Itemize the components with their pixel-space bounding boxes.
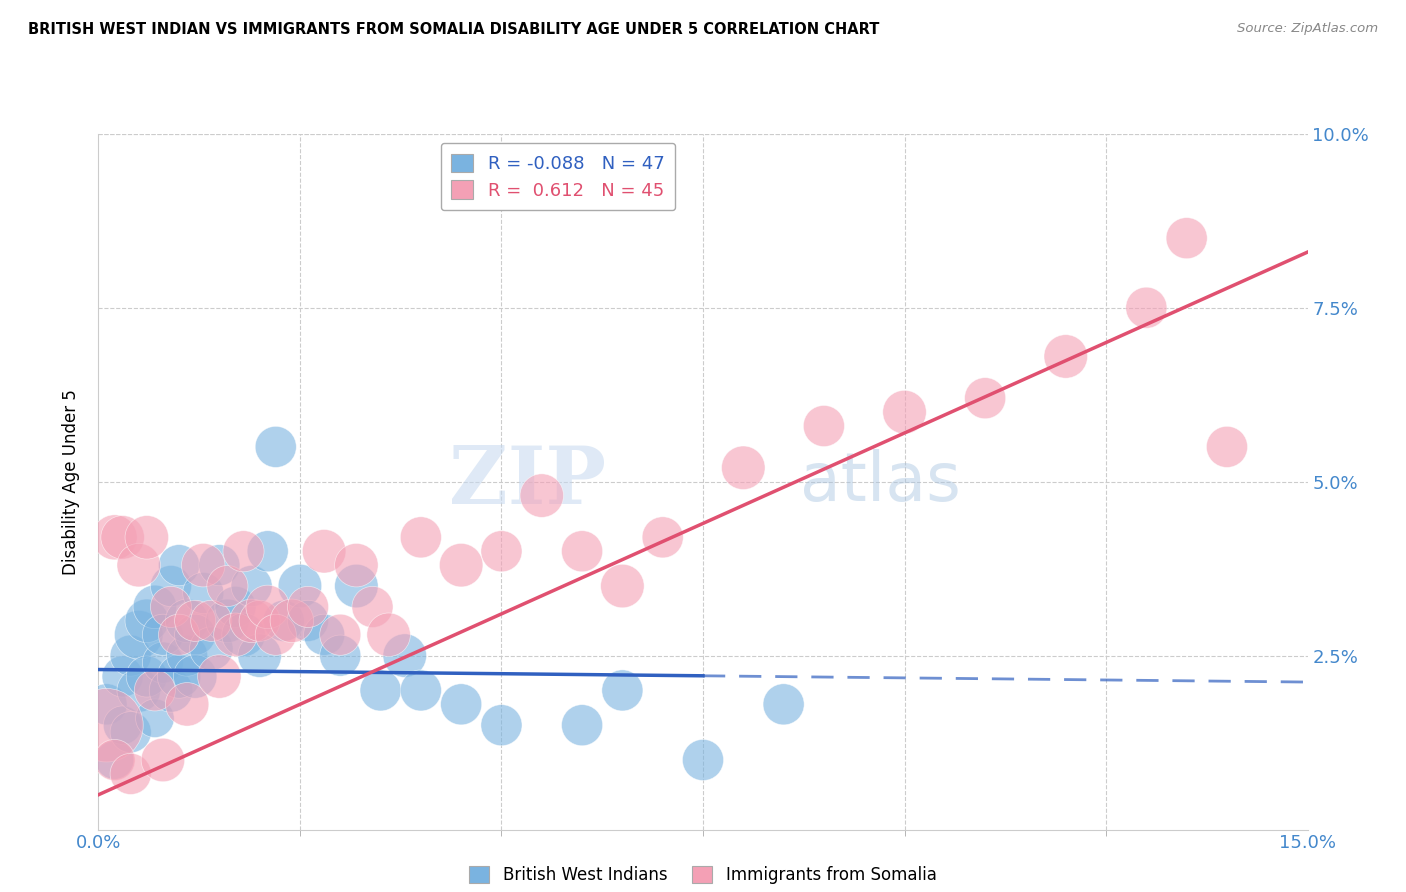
Y-axis label: Disability Age Under 5: Disability Age Under 5 <box>62 389 80 574</box>
Point <box>1175 231 1198 245</box>
Point <box>120 725 142 739</box>
Point <box>344 558 367 573</box>
Point <box>200 641 222 656</box>
Text: Source: ZipAtlas.com: Source: ZipAtlas.com <box>1237 22 1378 36</box>
Point <box>160 599 183 614</box>
Point <box>184 628 207 642</box>
Text: ZIP: ZIP <box>450 442 606 521</box>
Point <box>394 648 416 663</box>
Point <box>120 767 142 781</box>
Point <box>111 530 134 544</box>
Point <box>264 440 287 454</box>
Point <box>314 628 336 642</box>
Point <box>256 599 278 614</box>
Point <box>329 628 352 642</box>
Point <box>530 489 553 503</box>
Point <box>128 683 150 698</box>
Point <box>450 558 472 573</box>
Point <box>733 460 755 475</box>
Point <box>135 669 157 683</box>
Point <box>651 530 673 544</box>
Point <box>409 683 432 698</box>
Point <box>184 614 207 628</box>
Point <box>974 391 997 405</box>
Point <box>240 579 263 593</box>
Point <box>612 683 634 698</box>
Point <box>152 628 174 642</box>
Point <box>893 405 915 419</box>
Point <box>772 698 794 712</box>
Point <box>143 683 166 698</box>
Point <box>240 614 263 628</box>
Point <box>103 753 125 767</box>
Point <box>297 614 319 628</box>
Point <box>167 558 190 573</box>
Point <box>377 628 399 642</box>
Point <box>200 614 222 628</box>
Point <box>111 718 134 732</box>
Point <box>120 648 142 663</box>
Point <box>176 614 198 628</box>
Point <box>143 599 166 614</box>
Point <box>249 648 271 663</box>
Point <box>128 628 150 642</box>
Point <box>224 599 246 614</box>
Point <box>111 669 134 683</box>
Point <box>193 586 215 600</box>
Point <box>217 614 239 628</box>
Point <box>1135 301 1157 315</box>
Point <box>152 753 174 767</box>
Point <box>184 669 207 683</box>
Point <box>160 683 183 698</box>
Point <box>361 599 384 614</box>
Point <box>96 698 118 712</box>
Point <box>256 544 278 558</box>
Point <box>224 628 246 642</box>
Point <box>692 753 714 767</box>
Point <box>491 718 513 732</box>
Point <box>193 558 215 573</box>
Point <box>103 753 125 767</box>
Point <box>135 614 157 628</box>
Point <box>344 579 367 593</box>
Point <box>208 669 231 683</box>
Point <box>297 599 319 614</box>
Point <box>273 614 295 628</box>
Point <box>143 711 166 725</box>
Legend: British West Indians, Immigrants from Somalia: British West Indians, Immigrants from So… <box>463 859 943 891</box>
Point <box>152 656 174 670</box>
Point <box>264 628 287 642</box>
Point <box>232 544 254 558</box>
Point <box>571 718 593 732</box>
Point <box>217 579 239 593</box>
Point <box>612 579 634 593</box>
Point <box>314 544 336 558</box>
Point <box>160 579 183 593</box>
Point <box>409 530 432 544</box>
Point <box>491 544 513 558</box>
Point <box>281 614 304 628</box>
Point <box>329 648 352 663</box>
Point <box>135 530 157 544</box>
Point <box>370 683 392 698</box>
Point <box>232 628 254 642</box>
Point <box>450 698 472 712</box>
Point <box>167 628 190 642</box>
Text: atlas: atlas <box>800 449 960 515</box>
Point <box>1054 350 1077 364</box>
Point <box>571 544 593 558</box>
Point <box>103 530 125 544</box>
Point <box>288 579 311 593</box>
Point <box>96 718 118 732</box>
Text: BRITISH WEST INDIAN VS IMMIGRANTS FROM SOMALIA DISABILITY AGE UNDER 5 CORRELATIO: BRITISH WEST INDIAN VS IMMIGRANTS FROM S… <box>28 22 880 37</box>
Point <box>176 698 198 712</box>
Point <box>128 558 150 573</box>
Point <box>208 558 231 573</box>
Point <box>249 614 271 628</box>
Point <box>167 669 190 683</box>
Point <box>176 648 198 663</box>
Point <box>1216 440 1239 454</box>
Point <box>813 419 835 434</box>
